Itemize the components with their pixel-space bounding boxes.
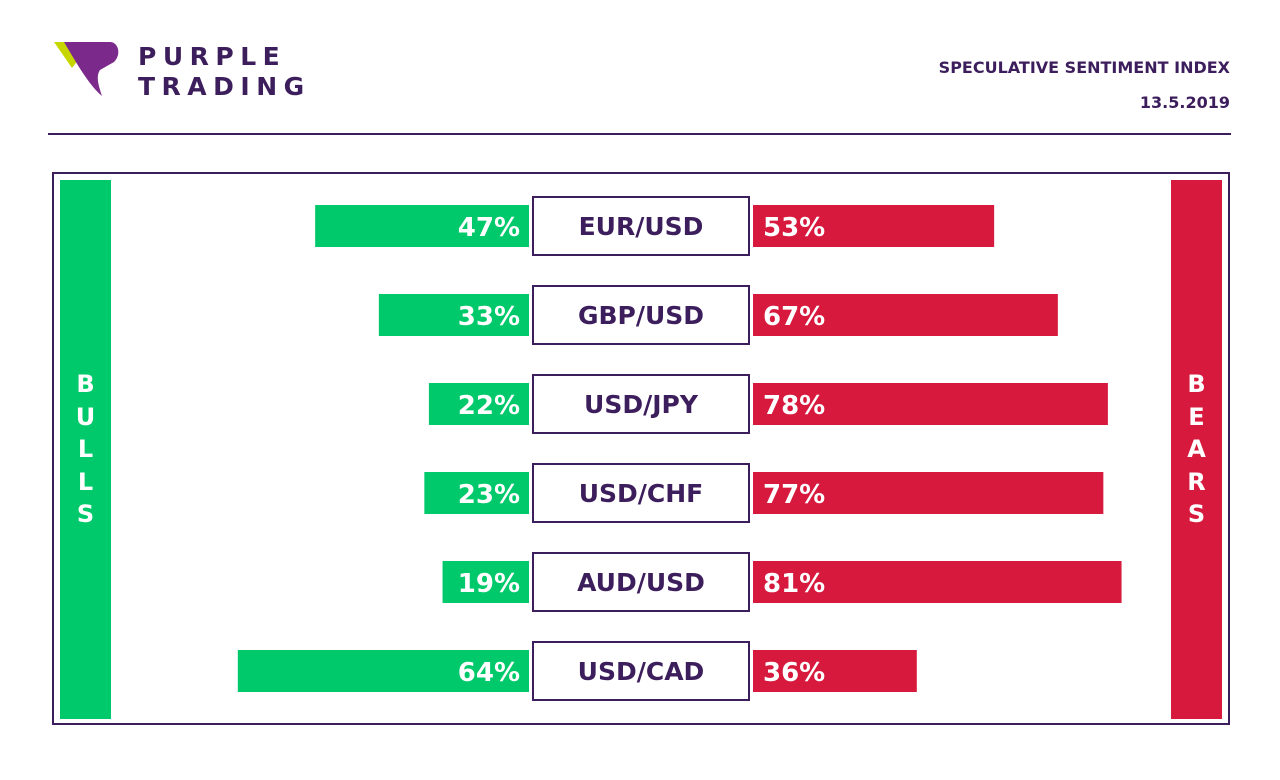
side-label-letter: R	[1187, 467, 1206, 496]
bears-bar	[753, 472, 1104, 514]
pair-label-box	[532, 552, 750, 612]
bears-percent-label: 36%	[763, 658, 825, 688]
side-label-letter: A	[1187, 435, 1206, 464]
bulls-bar	[428, 383, 529, 425]
pair-label: USD/CAD	[578, 657, 705, 686]
chart-frame	[52, 172, 1230, 725]
pair-label-box	[532, 196, 750, 256]
pair-label-box	[532, 285, 750, 345]
pair-label: AUD/USD	[577, 568, 705, 597]
bulls-percent-label: 47%	[458, 213, 520, 243]
pair-label: EUR/USD	[579, 212, 704, 241]
bears-percent-label: 53%	[763, 213, 825, 243]
side-label-letter: B	[1187, 370, 1206, 399]
report-title: SPECULATIVE SENTIMENT INDEX	[938, 58, 1230, 77]
side-label-letter: E	[1188, 402, 1205, 431]
pair-label: GBP/USD	[578, 301, 704, 330]
bulls-bar	[315, 205, 529, 247]
bulls-bar	[442, 561, 529, 603]
bears-percent-label: 78%	[763, 391, 825, 421]
bears-bar	[753, 383, 1108, 425]
bears-bar	[753, 650, 917, 692]
bulls-percent-label: 64%	[458, 658, 520, 688]
logo-mark-icon	[54, 42, 119, 96]
bulls-bar	[237, 650, 530, 692]
bears-bar	[753, 294, 1058, 336]
bulls-bar	[378, 294, 529, 336]
bulls-percent-label: 19%	[458, 569, 520, 599]
bears-percent-label: 81%	[763, 569, 825, 599]
bulls-percent-label: 22%	[458, 391, 520, 421]
pair-label-box	[532, 641, 750, 701]
report-date: 13.5.2019	[1139, 93, 1230, 112]
bears-percent-label: 77%	[763, 480, 825, 510]
bears-percent-label: 67%	[763, 302, 825, 332]
pair-label-box	[532, 463, 750, 523]
header-divider	[48, 133, 1231, 135]
bulls-percent-label: 23%	[458, 480, 520, 510]
pair-label: USD/CHF	[579, 479, 704, 508]
purple-trading-logo: PURPLE TRADING	[52, 40, 312, 100]
pair-label: USD/JPY	[584, 390, 699, 419]
bulls-bar	[424, 472, 529, 514]
brand-name-line2: TRADING	[138, 72, 311, 101]
side-label-letter: S	[76, 500, 95, 529]
side-label-letter: L	[77, 435, 94, 464]
bears-bar	[753, 205, 995, 247]
bulls-percent-label: 33%	[458, 302, 520, 332]
brand-name-line1: PURPLE	[138, 42, 287, 71]
side-label-letter: U	[75, 402, 96, 431]
pair-label-box	[532, 374, 750, 434]
side-label-letter: S	[1187, 500, 1206, 529]
bears-bar	[753, 561, 1122, 603]
side-label-letter: L	[77, 467, 94, 496]
side-label-letter: B	[76, 370, 95, 399]
